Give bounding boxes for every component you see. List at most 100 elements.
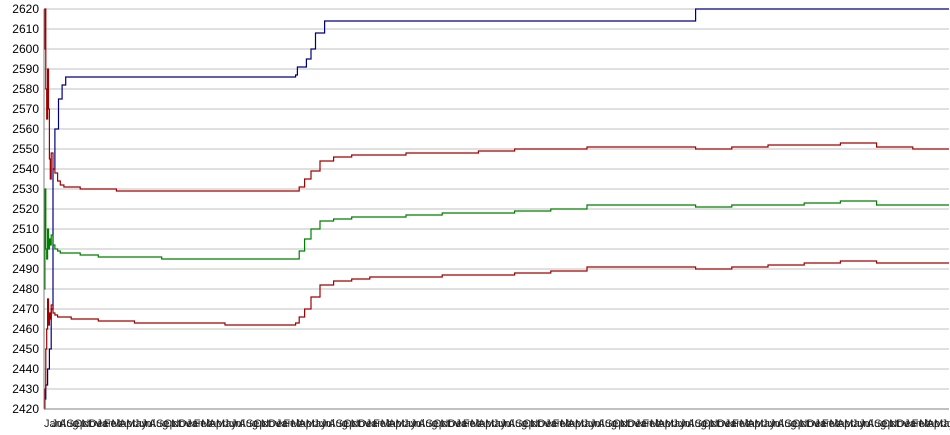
x-tick-label: Aug (597, 418, 617, 430)
x-tick-label: Jan (725, 418, 743, 430)
x-tick-label: Sep (66, 418, 86, 430)
x-tick-label: May (126, 418, 147, 430)
x-tick-label: Apr (568, 418, 585, 430)
x-tick-label: Dec (717, 418, 737, 430)
y-tick-label: 2490 (12, 262, 39, 276)
x-tick-label: May (216, 418, 237, 430)
x-tick-label: Jan (44, 418, 62, 430)
x-tick-label: Aug (328, 418, 348, 430)
x-tick-label: Jun (762, 418, 780, 430)
x-tick-label: Feb (732, 418, 751, 430)
x-tick-label: Jun (134, 418, 152, 430)
x-tick-label: Dec (897, 418, 917, 430)
x-tick-label: Aug (777, 418, 797, 430)
x-tick-label: Jan (814, 418, 832, 430)
x-tick-label: Jan (186, 418, 204, 430)
x-tick-label: Nov (440, 418, 460, 430)
x-tick-label: Feb (642, 418, 661, 430)
y-tick-label: 2420 (12, 402, 39, 416)
x-tick-label: May (665, 418, 686, 430)
y-tick-label: 2440 (12, 362, 39, 376)
x-tick-label: Dec (268, 418, 288, 430)
x-tick-label: Nov (261, 418, 281, 430)
x-tick-label: Apr (209, 418, 226, 430)
x-tick-label: Jun (493, 418, 511, 430)
series-line-2 (44, 8, 949, 192)
x-tick-label: Jan (545, 418, 563, 430)
y-tick-label: 2500 (12, 242, 39, 256)
x-tick-label: May (575, 418, 596, 430)
x-tick-label: Mar (291, 418, 310, 430)
x-tick-label: Jan (635, 418, 653, 430)
x-axis-tick-labels: JanJulAugSepOctNovDecJanFebMarAprMayJunJ… (44, 418, 950, 430)
x-tick-label: Oct (343, 418, 360, 430)
x-tick-label: Sep (156, 418, 176, 430)
x-tick-label: Feb (283, 418, 302, 430)
y-tick-label: 2480 (12, 282, 39, 296)
x-tick-label: Jan (276, 418, 294, 430)
x-tick-label: Jan (366, 418, 384, 430)
x-tick-label: Oct (523, 418, 540, 430)
y-axis-tick-labels: 2420 2430 2440 2450 2460 2470 2480 2490 2500 2510… (12, 2, 39, 416)
y-tick-label: 2590 (12, 62, 39, 76)
x-tick-label: Jul (410, 418, 424, 430)
x-tick-label: Sep (515, 418, 535, 430)
x-tick-label: Jan (96, 418, 114, 430)
y-tick-label: 2450 (12, 342, 39, 356)
x-tick-label: Nov (81, 418, 101, 430)
x-tick-label: Mar (560, 418, 579, 430)
x-tick-label: Mar (650, 418, 669, 430)
y-tick-label: 2540 (12, 162, 39, 176)
x-tick-label: Apr (119, 418, 136, 430)
x-tick-label: Jan (455, 418, 473, 430)
series-line-4 (44, 260, 949, 410)
x-tick-label: Nov (620, 418, 640, 430)
x-tick-label: Dec (358, 418, 378, 430)
x-tick-label: Dec (538, 418, 558, 430)
x-tick-label: Aug (149, 418, 169, 430)
x-tick-label: Feb (194, 418, 213, 430)
x-tick-label: Oct (702, 418, 719, 430)
x-tick-label: Oct (792, 418, 809, 430)
y-tick-label: 2620 (12, 2, 39, 16)
y-tick-label: 2580 (12, 82, 39, 96)
x-tick-label: Apr (388, 418, 405, 430)
x-tick-label: Aug (687, 418, 707, 430)
x-tick-label: Aug (59, 418, 79, 430)
x-tick-label: Oct (882, 418, 899, 430)
x-tick-label: Oct (612, 418, 629, 430)
x-tick-label: Sep (874, 418, 894, 430)
x-tick-label: Aug (867, 418, 887, 430)
y-tick-label: 2520 (12, 202, 39, 216)
x-tick-label: Aug (238, 418, 258, 430)
x-tick-label: Apr (837, 418, 854, 430)
x-tick-label: Jun (224, 418, 242, 430)
x-tick-label: Nov (799, 418, 819, 430)
y-tick-label: 2430 (12, 382, 39, 396)
x-tick-label: Sep (784, 418, 804, 430)
x-tick-label: May (485, 418, 506, 430)
x-tick-label: Mar (201, 418, 220, 430)
x-tick-label: Feb (373, 418, 392, 430)
x-tick-label: Dec (89, 418, 109, 430)
series-line-3 (44, 188, 949, 290)
x-tick-label: Mar (381, 418, 400, 430)
x-tick-label: Aug (508, 418, 528, 430)
x-tick-label: Sep (695, 418, 715, 430)
x-tick-label: Dec (627, 418, 647, 430)
x-tick-label: Oct (253, 418, 270, 430)
x-tick-label: May (755, 418, 776, 430)
x-tick-label: Jul (51, 418, 65, 430)
x-tick-label: Dec (448, 418, 468, 430)
x-tick-label: Mar (919, 418, 938, 430)
x-tick-label: Feb (912, 418, 931, 430)
x-tick-label: Jul (769, 418, 783, 430)
x-tick-label: Jul (590, 418, 604, 430)
y-tick-label: 2470 (12, 302, 39, 316)
x-tick-label: Jun (313, 418, 331, 430)
x-tick-label: Sep (246, 418, 266, 430)
x-tick-label: May (306, 418, 327, 430)
x-tick-label: Jun (403, 418, 421, 430)
x-tick-label: May (396, 418, 417, 430)
